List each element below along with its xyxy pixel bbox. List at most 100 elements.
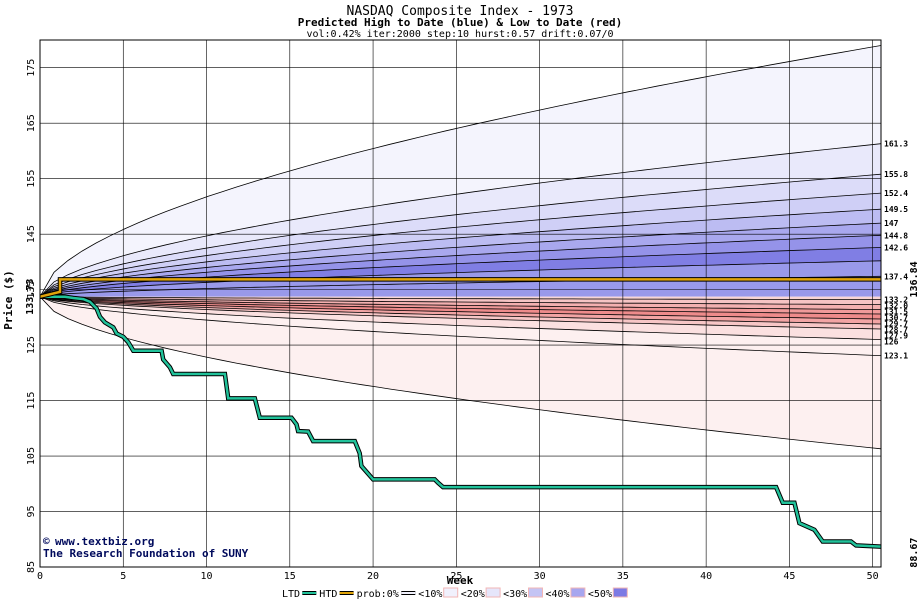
band-boundary-line xyxy=(39,296,882,340)
x-tick-labels: 0 5 10 15 20 25 30 35 40 45 50 xyxy=(37,571,879,582)
y-tick-labels: 85 95 105 115 125 135 145 155 165 175 xyxy=(26,59,37,573)
band-end-label: 123.1 xyxy=(884,352,908,361)
legend-swatch xyxy=(443,587,459,598)
x-tick-label: 40 xyxy=(700,571,712,582)
x-tick-label: 35 xyxy=(617,571,629,582)
band-end-label: 129.7 xyxy=(884,320,908,329)
band-end-label: 126 xyxy=(884,338,899,347)
band-boundary-line xyxy=(39,173,882,298)
x-axis-label: Week xyxy=(447,574,474,587)
band-boundary-line xyxy=(39,296,881,300)
y-tick-label: 135 xyxy=(26,281,37,299)
x-tick-label: 0 xyxy=(37,571,43,582)
band-boundary-line xyxy=(39,234,882,298)
band-boundary-line xyxy=(39,192,882,298)
series-lines xyxy=(39,277,882,549)
y-tick-label: 105 xyxy=(26,447,37,465)
low-band xyxy=(40,296,881,340)
legend-swatch xyxy=(612,587,628,598)
x-tick-label: 25 xyxy=(450,571,462,582)
y-tick-label: 125 xyxy=(26,336,37,354)
x-tick-label: 45 xyxy=(783,571,795,582)
credit-org: The Research Foundation of SUNY xyxy=(43,547,249,560)
band-boundary-line xyxy=(39,143,882,297)
band-end-label: 144.8 xyxy=(884,231,908,240)
legend-swatch xyxy=(570,587,586,598)
y-axis-label: Price ($) xyxy=(2,270,15,330)
credit-url[interactable]: www.textbiz.org xyxy=(55,535,154,548)
current-high-label: 136.84 xyxy=(909,261,920,297)
band-end-label: 149.5 xyxy=(884,205,908,214)
legend-swatch xyxy=(528,587,543,598)
low-band xyxy=(40,296,881,329)
y-tick-label: 115 xyxy=(26,392,37,410)
high-band xyxy=(40,193,881,297)
band-end-label: 142.6 xyxy=(884,243,908,252)
band-end-label: 128.7 xyxy=(884,326,908,335)
high-band xyxy=(40,174,881,297)
band-boundary-line xyxy=(39,296,882,330)
band-boundary-line xyxy=(39,45,882,297)
legend-label: <10% xyxy=(418,589,442,600)
low-band xyxy=(40,296,881,356)
y-tick-label: 95 xyxy=(26,506,37,518)
band-end-labels: 161.3 155.8 152.4 149.5 147 144.8 142.6 137.4 13… xyxy=(884,140,908,361)
chart-subtitle: Predicted High to Date (blue) & Low to D… xyxy=(298,16,623,29)
start-value-label: 133.73 xyxy=(25,279,36,315)
y-tick-label: 175 xyxy=(26,59,37,77)
band-end-label: 133.2 xyxy=(884,296,908,305)
band-boundary-line xyxy=(39,296,882,320)
legend-label: LTD xyxy=(282,589,300,600)
x-tick-label: 10 xyxy=(201,571,213,582)
band-boundary-line xyxy=(39,296,882,325)
legend-label: <30% xyxy=(503,589,527,600)
ltd-line xyxy=(39,295,882,548)
final-value-label: 88.67 xyxy=(909,538,920,568)
y-tick-label: 145 xyxy=(26,225,37,243)
y-tick-label: 155 xyxy=(26,170,37,188)
band-boundary-line xyxy=(39,296,882,305)
legend-label: <50% xyxy=(588,589,612,600)
legend-label: prob:0% xyxy=(357,589,399,600)
high-band xyxy=(40,143,881,297)
low-band xyxy=(40,296,881,310)
legend-swatch xyxy=(485,587,501,598)
high-band xyxy=(40,209,881,297)
x-tick-label: 30 xyxy=(534,571,546,582)
low-band xyxy=(40,296,881,319)
low-band xyxy=(40,296,881,324)
band-end-label: 155.8 xyxy=(884,170,908,179)
band-end-label: 131.5 xyxy=(884,308,908,317)
band-boundary-line xyxy=(39,296,882,310)
band-end-label: 127.9 xyxy=(884,332,908,341)
band-end-label: 137.4 xyxy=(884,272,908,281)
high-band xyxy=(40,223,881,297)
band-boundary-line xyxy=(39,296,882,356)
band-boundary-line xyxy=(39,208,882,298)
low-band xyxy=(40,296,881,305)
htd-line xyxy=(39,278,881,298)
copyright-icon: © xyxy=(43,535,50,548)
plot-frame xyxy=(39,39,882,568)
band-end-label: 130.7 xyxy=(884,314,908,323)
band-end-label: 161.3 xyxy=(884,140,908,149)
y-tick-label: 85 xyxy=(26,561,37,573)
band-boundary-line xyxy=(39,296,882,450)
legend-label: HTD xyxy=(319,589,337,600)
band-boundaries xyxy=(39,45,882,450)
low-band xyxy=(40,296,881,449)
chart-params: vol:0.42% iter:2000 step:10 hurst:0.57 d… xyxy=(306,29,613,40)
chart-title: NASDAQ Composite Index - 1973 xyxy=(347,4,574,19)
y-tick-label: 165 xyxy=(26,114,37,132)
high-band xyxy=(40,45,881,297)
band-end-label: 132.0 xyxy=(884,302,908,311)
high-band xyxy=(40,235,881,297)
band-boundary-line xyxy=(39,222,882,298)
legend-label: <40% xyxy=(546,589,570,600)
low-band xyxy=(40,296,881,314)
legend-label: <20% xyxy=(461,589,485,600)
band-boundary-line xyxy=(39,260,882,298)
legend: LTD HTD prob:0% <10% <20% <30% <40% <50% xyxy=(282,587,628,600)
x-tick-label: 5 xyxy=(120,571,126,582)
